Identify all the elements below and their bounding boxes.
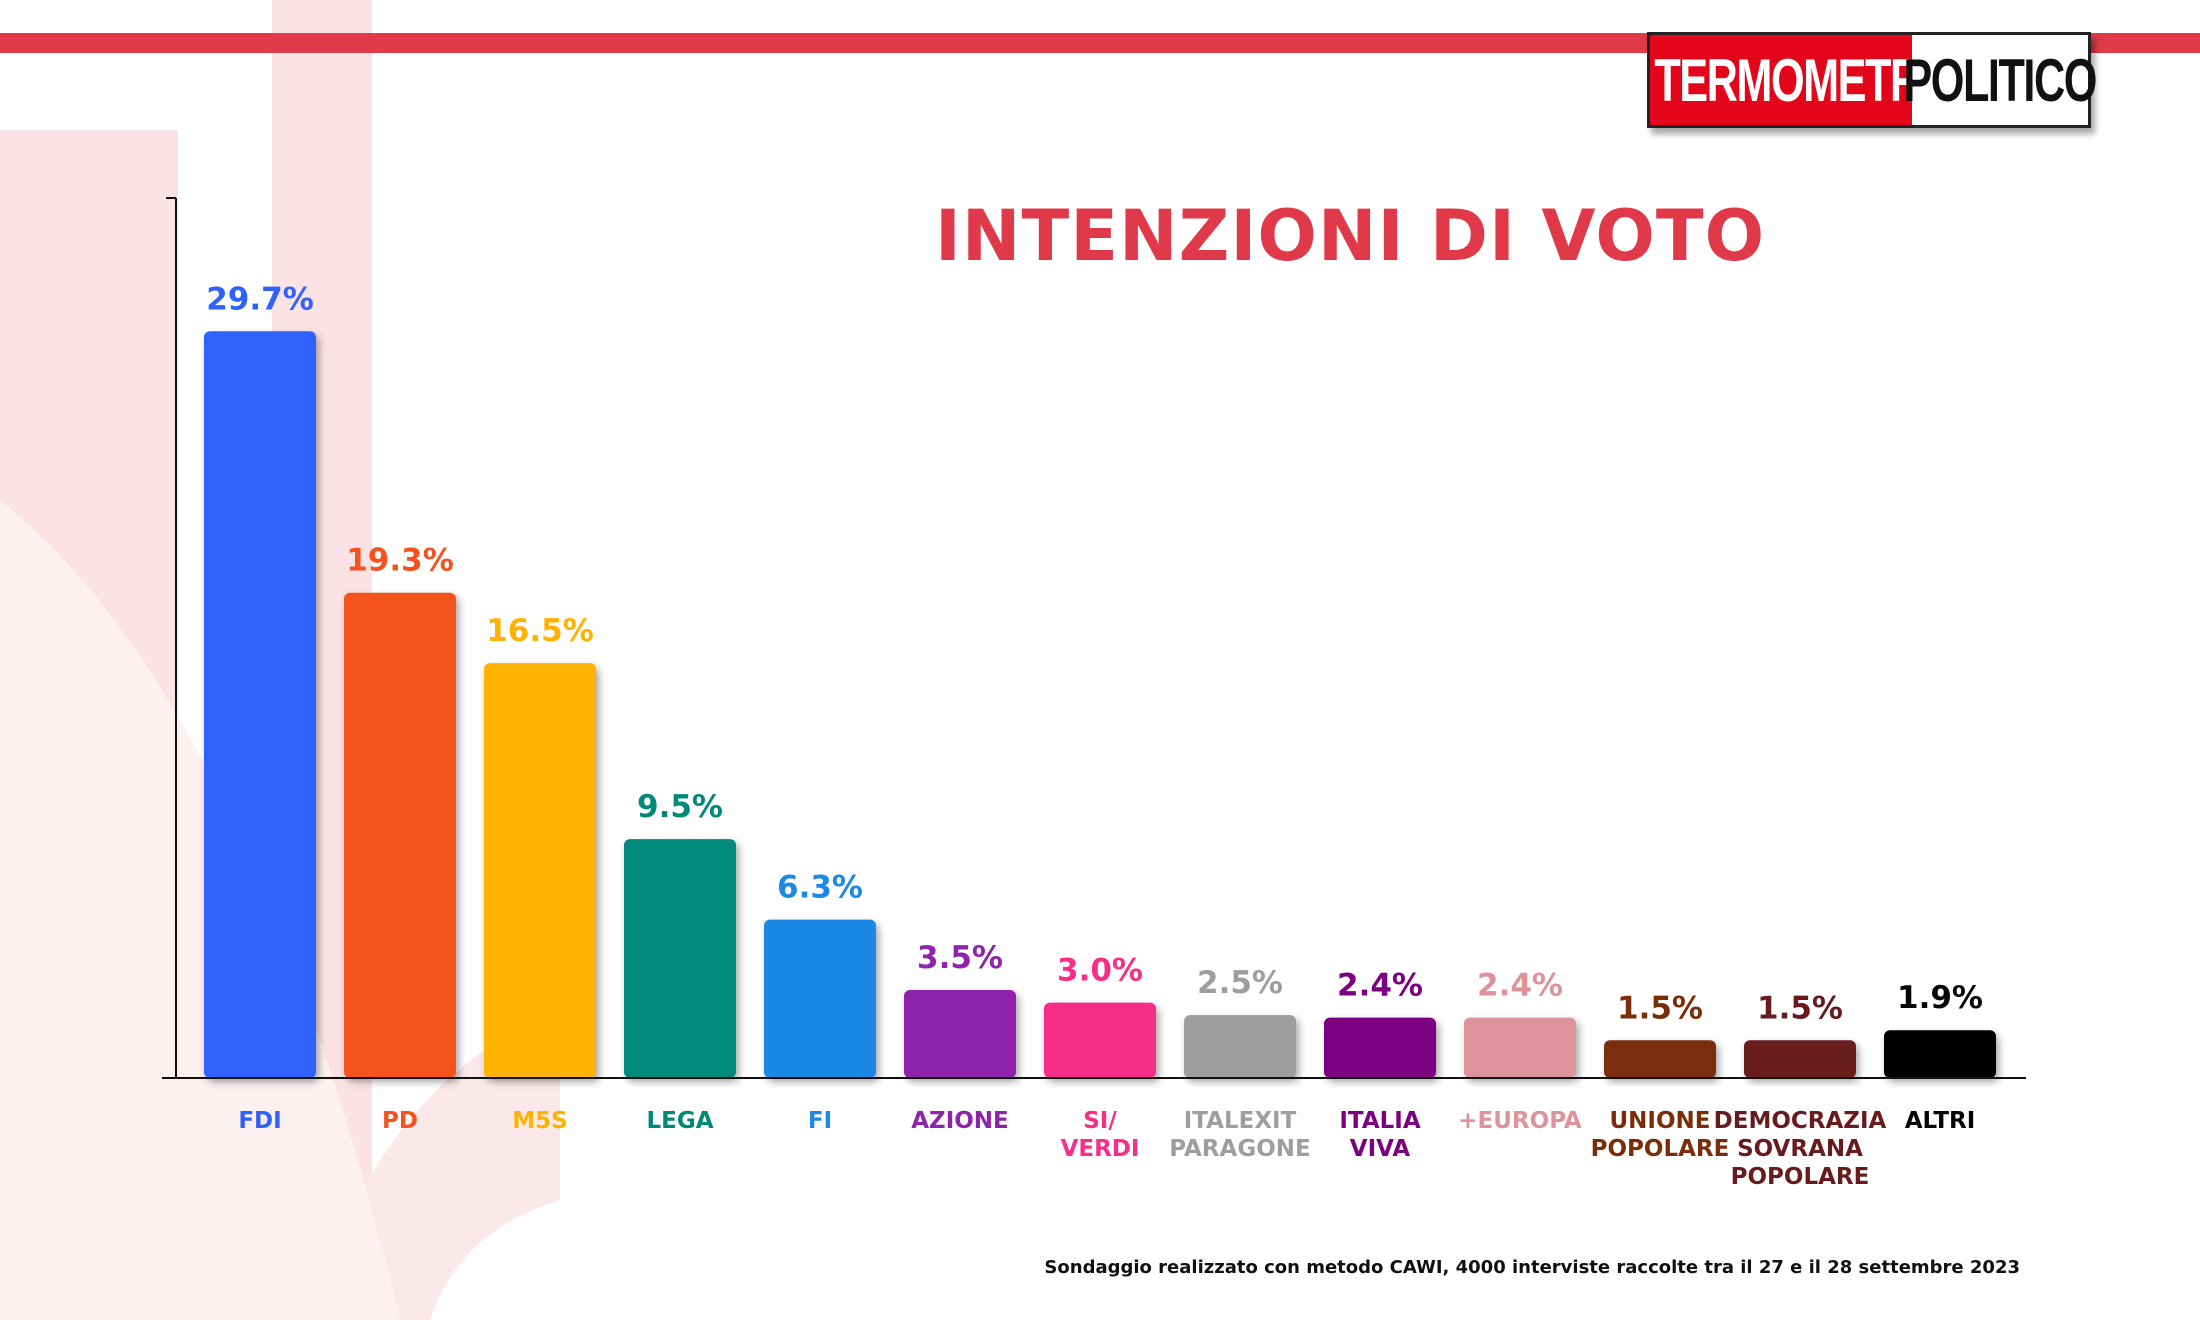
value-label-7: 2.5% (1197, 965, 1283, 1001)
logo-left-text: TERMOMETRO (1650, 35, 1953, 125)
category-label-line: AZIONE (911, 1108, 1009, 1134)
category-label-6: SI/VERDI (1061, 1108, 1140, 1162)
value-label-9: 2.4% (1477, 968, 1563, 1004)
value-label-8: 2.4% (1337, 968, 1423, 1004)
value-label-2: 16.5% (486, 613, 594, 649)
category-label-4: FI (808, 1108, 832, 1134)
category-label-line: PD (382, 1108, 418, 1134)
category-label-line: DEMOCRAZIA (1714, 1108, 1887, 1134)
category-label-line: SOVRANA (1737, 1136, 1863, 1162)
value-label-11: 1.5% (1757, 990, 1843, 1026)
category-label-line: PARAGONE (1169, 1136, 1310, 1162)
footnote: Sondaggio realizzato con metodo CAWI, 40… (1044, 1257, 2020, 1278)
category-label-line: +EUROPA (1458, 1108, 1582, 1134)
logo-right: POLITICO (1904, 35, 2098, 125)
bar-4 (764, 919, 876, 1078)
value-label-12: 1.9% (1897, 980, 1983, 1016)
category-label-3: LEGA (646, 1108, 713, 1134)
category-label-0: FDI (238, 1108, 281, 1134)
bar-10 (1604, 1040, 1716, 1078)
category-label-line: M5S (512, 1108, 567, 1134)
category-label-line: VIVA (1350, 1136, 1411, 1162)
bar-6 (1044, 1002, 1156, 1078)
category-label-7: ITALEXIT PARAGONE (1169, 1108, 1310, 1162)
category-label-12: ALTRI (1905, 1108, 1976, 1134)
chart-title: INTENZIONI DI VOTO (934, 195, 1766, 277)
category-label-8: ITALIA VIVA (1339, 1108, 1420, 1162)
category-label-line: FDI (238, 1108, 281, 1134)
value-label-3: 9.5% (637, 789, 723, 825)
category-label-line: FI (808, 1108, 832, 1134)
bar-2 (484, 663, 596, 1078)
category-label-11: DEMOCRAZIA SOVRANA POPOLARE (1714, 1108, 1887, 1190)
category-label-10: UNIONE POPOLARE (1591, 1108, 1730, 1162)
category-label-line: POPOLARE (1591, 1136, 1730, 1162)
bar-11 (1744, 1040, 1856, 1078)
value-label-1: 19.3% (346, 543, 454, 579)
category-label-line: VERDI (1061, 1136, 1140, 1162)
value-label-4: 6.3% (777, 870, 863, 906)
value-label-5: 3.5% (917, 940, 1003, 976)
category-label-5: AZIONE (911, 1108, 1009, 1134)
category-label-line: SI/ (1083, 1108, 1117, 1134)
bar-0 (204, 331, 316, 1078)
logo-right-text: POLITICO (1903, 46, 2098, 114)
category-label-line: ITALIA (1339, 1108, 1420, 1134)
value-label-10: 1.5% (1617, 990, 1703, 1026)
category-label-9: +EUROPA (1458, 1108, 1582, 1134)
category-label-line: LEGA (646, 1108, 713, 1134)
bar-3 (624, 839, 736, 1078)
category-label-1: PD (382, 1108, 418, 1134)
category-label-line: POPOLARE (1731, 1164, 1870, 1190)
termometro-politico-logo: TERMOMETRO POLITICO (1647, 32, 2098, 128)
category-label-line: ALTRI (1905, 1108, 1976, 1134)
category-label-2: M5S (512, 1108, 567, 1134)
bar-8 (1324, 1017, 1436, 1078)
category-label-line: ITALEXIT (1184, 1108, 1297, 1134)
category-label-line: UNIONE (1610, 1108, 1711, 1134)
bar-12 (1884, 1030, 1996, 1078)
bar-9 (1464, 1017, 1576, 1078)
bar-7 (1184, 1015, 1296, 1078)
value-label-0: 29.7% (206, 281, 314, 317)
value-label-6: 3.0% (1057, 953, 1143, 989)
bar-1 (344, 592, 456, 1078)
bar-5 (904, 990, 1016, 1078)
